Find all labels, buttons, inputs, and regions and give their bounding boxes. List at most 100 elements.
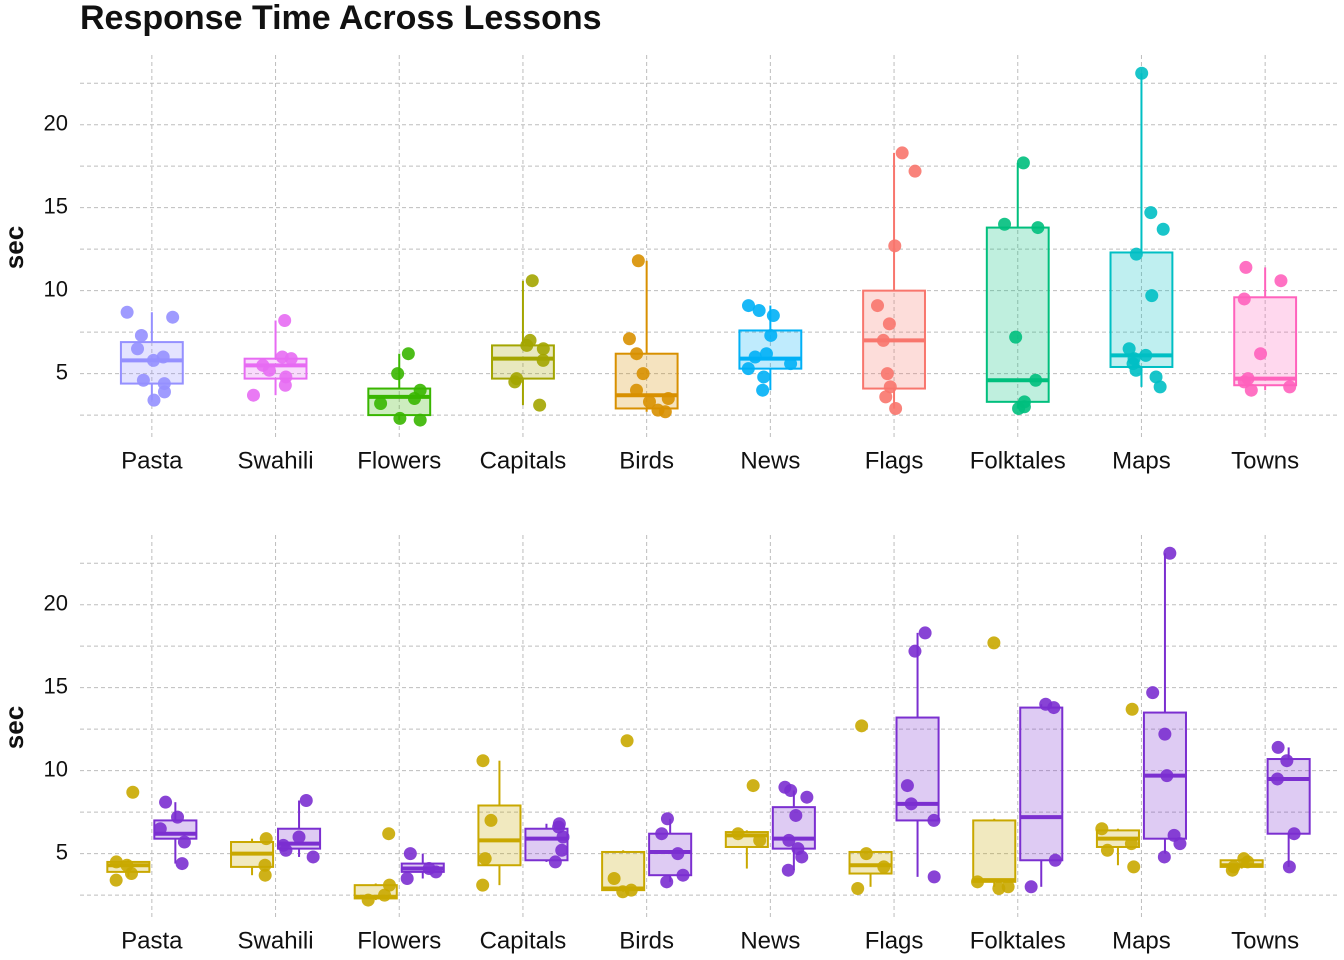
point	[401, 347, 415, 361]
point	[992, 881, 1006, 895]
point	[109, 873, 123, 887]
point	[147, 393, 161, 407]
point	[278, 378, 292, 392]
x-tick-label: Maps	[1112, 447, 1171, 474]
point	[782, 833, 796, 847]
point	[927, 813, 941, 827]
point	[859, 847, 873, 861]
x-tick-label: Flowers	[357, 447, 441, 474]
point	[746, 779, 760, 793]
point	[258, 868, 272, 882]
y-tick-label: 20	[44, 111, 68, 136]
x-tick-label: Folktales	[970, 447, 1066, 474]
point	[642, 395, 656, 409]
point	[622, 332, 636, 346]
point	[784, 784, 798, 798]
point	[789, 808, 803, 822]
point	[153, 822, 167, 836]
y-axis-label: sec	[0, 706, 29, 749]
point	[1237, 292, 1251, 306]
point	[279, 843, 293, 857]
point	[631, 254, 645, 268]
x-tick-label: Flowers	[357, 927, 441, 954]
point	[124, 867, 138, 881]
point	[159, 795, 173, 809]
point	[1283, 380, 1297, 394]
point	[284, 352, 298, 366]
point	[484, 813, 498, 827]
point	[800, 790, 814, 804]
point	[508, 375, 522, 389]
point	[136, 373, 150, 387]
point	[671, 847, 685, 861]
point	[1095, 822, 1109, 836]
point	[1145, 289, 1159, 303]
point	[478, 852, 492, 866]
y-tick-label: 5	[56, 839, 68, 864]
point	[927, 870, 941, 884]
box	[972, 819, 1017, 883]
point	[1100, 843, 1114, 857]
point	[757, 370, 771, 384]
point	[1124, 837, 1138, 851]
point	[1016, 156, 1030, 170]
point	[262, 363, 276, 377]
point	[759, 347, 773, 361]
point	[636, 367, 650, 381]
point	[1244, 383, 1258, 397]
x-tick-label: Towns	[1231, 927, 1299, 954]
point	[1274, 274, 1288, 288]
x-tick-label: Folktales	[970, 927, 1066, 954]
point	[851, 881, 865, 895]
point	[756, 383, 770, 397]
point	[1144, 206, 1158, 220]
x-tick-label: News	[740, 447, 800, 474]
point	[1024, 880, 1038, 894]
box	[1109, 251, 1174, 368]
point	[552, 820, 566, 834]
x-tick-label: Pasta	[121, 447, 183, 474]
box	[985, 226, 1050, 403]
point	[882, 317, 896, 331]
point	[1139, 348, 1153, 362]
point	[661, 392, 675, 406]
point	[1009, 330, 1023, 344]
point	[109, 855, 123, 869]
point	[292, 830, 306, 844]
point	[883, 380, 897, 394]
point	[904, 797, 918, 811]
box	[1019, 706, 1064, 862]
point	[258, 858, 272, 872]
point	[259, 832, 273, 846]
chart-title: Response Time Across Lessons	[80, 0, 602, 37]
point	[525, 274, 539, 288]
point	[1287, 827, 1301, 841]
point	[676, 868, 690, 882]
x-tick-label: Capitals	[480, 927, 567, 954]
point	[748, 350, 762, 364]
point	[157, 385, 171, 399]
point	[1012, 401, 1026, 415]
x-tick-label: Swahili	[238, 447, 314, 474]
y-axis-label: sec	[0, 226, 29, 269]
y-tick-label: 20	[44, 591, 68, 616]
x-tick-label: Towns	[1231, 447, 1299, 474]
point	[764, 328, 778, 342]
point	[766, 309, 780, 323]
x-tick-label: Swahili	[238, 927, 314, 954]
point	[1239, 260, 1253, 274]
point	[1122, 342, 1136, 356]
point	[1163, 546, 1177, 560]
point	[1282, 860, 1296, 874]
point	[752, 304, 766, 318]
point	[1135, 66, 1149, 80]
x-tick-label: Flags	[865, 447, 924, 474]
y-tick-label: 15	[44, 193, 68, 218]
point	[900, 779, 914, 793]
point	[871, 299, 885, 313]
point	[126, 785, 140, 799]
point	[1271, 740, 1285, 754]
point	[120, 305, 134, 319]
point	[880, 367, 894, 381]
y-tick-label: 10	[44, 756, 68, 781]
